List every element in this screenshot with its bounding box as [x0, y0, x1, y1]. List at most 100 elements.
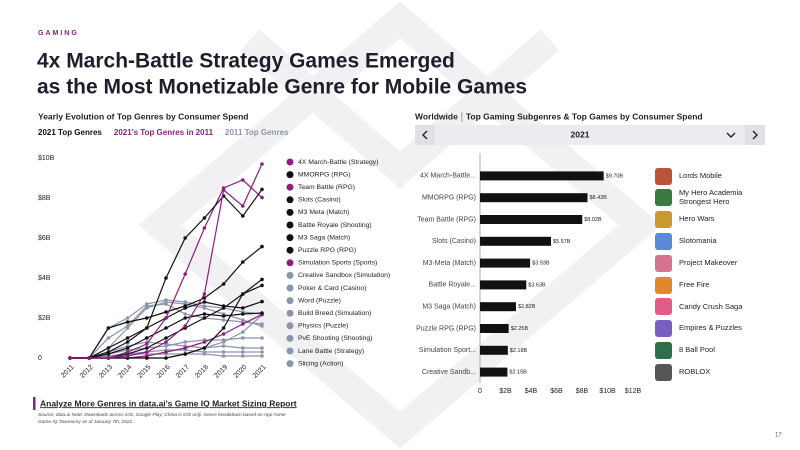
- y-tick-label: Simulation Sport...: [419, 347, 476, 354]
- game-item: Hero Wars: [655, 210, 749, 230]
- y-tick-label: Puzzle RPG (RPG): [416, 325, 476, 332]
- x-tick-label: $8B: [576, 388, 589, 395]
- bar: [480, 324, 509, 333]
- data-point: [145, 350, 149, 354]
- data-point: [241, 312, 245, 316]
- bar: [480, 280, 527, 290]
- legend-label: M3 Saga (Match): [298, 234, 350, 241]
- data-point: [183, 316, 187, 320]
- data-point: [145, 316, 149, 320]
- data-point: [202, 304, 207, 308]
- value-label: $2.25B: [511, 326, 529, 332]
- data-point: [241, 306, 245, 310]
- value-label: $2.82B: [518, 304, 536, 310]
- data-point: [106, 356, 111, 360]
- data-point: [221, 344, 226, 348]
- data-point: [164, 326, 168, 330]
- data-point: [125, 346, 130, 350]
- data-point: [183, 304, 187, 308]
- data-point: [125, 324, 130, 328]
- data-point: [241, 336, 245, 340]
- value-label: $3.93B: [532, 261, 550, 267]
- data-point: [202, 340, 207, 344]
- data-point: [221, 340, 226, 344]
- legend-group: 2021's Top Genres in 2011: [114, 128, 214, 137]
- x-tick-label: 0: [478, 388, 482, 395]
- legend-label: Team Battle (RPG): [298, 184, 355, 191]
- year-selector[interactable]: [415, 125, 765, 145]
- data-point: [164, 298, 168, 302]
- bar: [480, 236, 552, 246]
- y-tick-label: M3-Meta (Match): [423, 260, 476, 267]
- bar: [480, 367, 508, 377]
- value-label: $9.70B: [606, 173, 624, 179]
- title-line: 4x March-Battle Strategy Games Emerged: [37, 50, 455, 73]
- prev-button[interactable]: [415, 125, 435, 145]
- legend-marker: [286, 208, 294, 216]
- data-point: [183, 324, 187, 328]
- x-tick-label: 2019: [213, 364, 229, 380]
- y-tick-label: $10B: [38, 155, 55, 162]
- data-point: [164, 340, 168, 344]
- game-item: 8 Ball Pool: [655, 340, 749, 360]
- game-name: 8 Ball Pool: [679, 345, 715, 355]
- legend-marker: [286, 246, 294, 254]
- data-point: [260, 277, 264, 282]
- x-tick-label: 2015: [137, 364, 153, 380]
- game-icon: [655, 211, 672, 229]
- x-tick-label: 2014: [117, 364, 133, 380]
- data-point: [145, 356, 149, 360]
- legend-group: 2011 Top Genres: [225, 128, 289, 137]
- legend-marker: [286, 196, 294, 204]
- data-point: [125, 354, 130, 358]
- game-icon: [655, 167, 672, 185]
- legend-marker: [286, 309, 294, 317]
- game-name: Empires & Puzzles: [679, 323, 742, 333]
- data-point: [221, 282, 226, 286]
- data-point: [260, 244, 264, 249]
- data-point: [260, 162, 264, 166]
- y-tick-label: Battle Royale...: [429, 282, 477, 289]
- x-tick-label: $10B: [599, 388, 616, 395]
- x-tick-label: 2017: [175, 364, 191, 380]
- data-point: [221, 318, 226, 322]
- y-tick-label: Team Battle (RPG): [417, 216, 476, 223]
- game-icon: [655, 298, 672, 316]
- legend-marker: [286, 234, 294, 242]
- y-tick-label: $2B: [38, 315, 51, 322]
- data-point: [145, 336, 149, 340]
- legend-marker: [286, 334, 294, 342]
- legend-label: Poker & Card (Casino): [298, 285, 366, 292]
- legend-label: Slicing (Action): [298, 360, 343, 367]
- game-item: Slotomania: [655, 231, 749, 251]
- data-point: [106, 326, 111, 330]
- bar: [480, 302, 516, 312]
- data-point: [125, 340, 130, 344]
- data-point: [106, 350, 111, 354]
- selector-value[interactable]: 2021: [571, 129, 590, 139]
- data-point: [221, 314, 226, 318]
- game-name: ROBLOX: [679, 366, 711, 376]
- game-icon: [655, 320, 672, 338]
- next-button[interactable]: [745, 125, 765, 145]
- data-point: [260, 346, 264, 350]
- game-item: My Hero Academia Strongest Hero: [655, 188, 749, 208]
- data-point: [106, 346, 111, 350]
- legend-marker: [286, 171, 294, 179]
- data-point: [183, 300, 187, 304]
- value-label: $2.18B: [510, 348, 528, 354]
- report-link[interactable]: Analyze More Genres in data.ai's Game IQ…: [40, 398, 297, 408]
- game-name: Project Makeover: [679, 257, 738, 267]
- data-point: [145, 326, 149, 330]
- game-name: Free Fire: [679, 279, 710, 289]
- y-tick-label: 4X March-Battle...: [420, 173, 476, 180]
- y-tick-label: M3 Saga (Match): [422, 304, 476, 311]
- y-tick-label: 0: [38, 355, 42, 362]
- x-tick-label: 2018: [194, 364, 210, 380]
- data-point: [183, 272, 187, 276]
- chart-title: Top Gaming Subgenres & Top Games by Cons…: [466, 111, 703, 121]
- game-name: Lords Mobile: [679, 170, 722, 180]
- section-label: GAMING: [38, 30, 79, 37]
